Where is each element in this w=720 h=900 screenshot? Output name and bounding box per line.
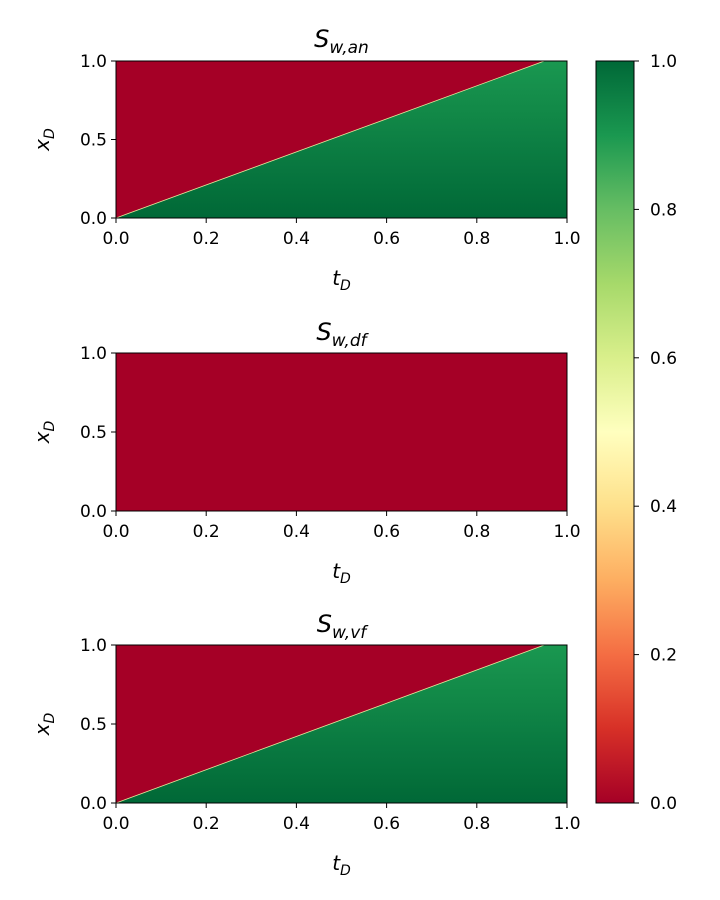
y-tick-label: 1.0 <box>80 52 107 72</box>
panel-title: Sw,df <box>316 318 369 351</box>
colorbar-tick-label: 0.8 <box>650 200 677 220</box>
x-axis-label: tD <box>332 559 351 587</box>
colorbar: 0.0 0.2 0.4 0.6 0.8 1.0 <box>595 52 677 814</box>
y-tick-label: 0.5 <box>80 131 107 151</box>
x-tick-label: 0.8 <box>463 522 490 542</box>
x-tick-label: 0.0 <box>102 814 129 834</box>
colorbar-tick-label: 0.4 <box>650 497 677 517</box>
unswept-region <box>116 353 567 511</box>
y-axis-label: xD <box>30 420 58 444</box>
displacement-front <box>116 61 545 218</box>
x-tick-label: 0.2 <box>193 229 220 249</box>
x-tick-label: 0.8 <box>463 814 490 834</box>
x-tick-label: 0.2 <box>193 522 220 542</box>
x-tick-label: 0.4 <box>283 522 310 542</box>
x-tick-label: 1.0 <box>553 814 580 834</box>
y-tick-label: 0.0 <box>80 209 107 229</box>
colorbar-tick-label: 1.0 <box>650 52 677 72</box>
heatmap-panel: 0.0 0.2 0.4 0.6 0.8 1.0 0.0 0.5 1.0 Sw,vf tD xD <box>30 610 581 879</box>
x-tick-label: 0.6 <box>373 522 400 542</box>
heatmap-panel: 0.0 0.2 0.4 0.6 0.8 1.0 0.0 0.5 1.0 Sw,df tD xD <box>30 318 581 587</box>
x-tick-label: 0.4 <box>283 814 310 834</box>
x-tick-label: 0.6 <box>373 814 400 834</box>
y-tick-label: 1.0 <box>80 344 107 364</box>
x-tick-label: 1.0 <box>553 229 580 249</box>
x-axis-label: tD <box>332 266 351 294</box>
y-axis-label: xD <box>30 712 58 736</box>
swept-region <box>116 645 567 803</box>
colorbar-tick-label: 0.0 <box>650 794 677 814</box>
heatmap-panel: 0.0 0.2 0.4 0.6 0.8 1.0 0.0 0.5 1.0 Sw,an tD xD <box>30 25 581 294</box>
panel-title: Sw,vf <box>317 610 370 643</box>
colorbar-tick-label: 0.6 <box>650 349 677 369</box>
panel-title: Sw,an <box>314 25 369 58</box>
colorbar-gradient <box>596 61 634 803</box>
x-tick-label: 0.0 <box>102 522 129 542</box>
y-tick-label: 0.5 <box>80 423 107 443</box>
y-tick-label: 0.5 <box>80 715 107 735</box>
y-tick-label: 0.0 <box>80 794 107 814</box>
y-tick-label: 1.0 <box>80 636 107 656</box>
y-tick-label: 0.0 <box>80 502 107 522</box>
x-tick-label: 1.0 <box>553 522 580 542</box>
x-tick-label: 0.0 <box>102 229 129 249</box>
x-tick-label: 0.6 <box>373 229 400 249</box>
colorbar-frame <box>595 60 635 804</box>
x-tick-label: 0.8 <box>463 229 490 249</box>
colorbar-tick-label: 0.2 <box>650 646 677 666</box>
swept-region <box>116 61 567 218</box>
x-axis-label: tD <box>332 851 351 879</box>
y-axis-label: xD <box>30 128 58 152</box>
x-tick-label: 0.2 <box>193 814 220 834</box>
displacement-front <box>116 645 545 803</box>
x-tick-label: 0.4 <box>283 229 310 249</box>
